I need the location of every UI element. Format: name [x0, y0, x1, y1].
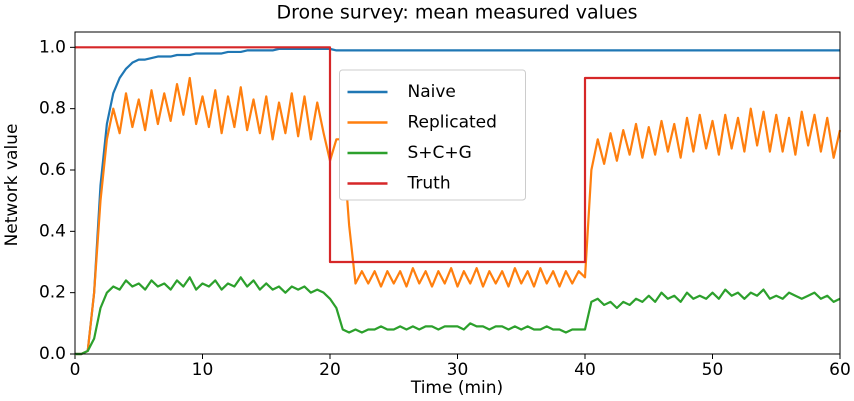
legend-label: Truth	[407, 174, 451, 194]
x-axis-label: Time (min)	[410, 378, 503, 398]
series-line	[75, 46, 840, 264]
legend: Naive Replicated S+C+G Truth	[339, 69, 526, 201]
y-tick-label: 0.2	[39, 283, 66, 303]
x-tick-label: 50	[702, 360, 724, 380]
y-tick-label: 1.0	[39, 37, 66, 57]
x-tick-label: 0	[70, 360, 81, 380]
y-tick-label: 0.4	[39, 221, 66, 241]
series-line	[75, 76, 842, 356]
x-tick-label: 40	[574, 360, 596, 380]
legend-box	[339, 69, 526, 201]
series-line	[75, 276, 841, 356]
x-tick-label: 60	[829, 360, 851, 380]
y-tick-label: 0.0	[39, 344, 66, 364]
chart-title: Drone survey: mean measured values	[276, 2, 637, 24]
x-tick-label: 20	[319, 360, 341, 380]
legend-label: S+C+G	[408, 143, 472, 163]
x-tick-label: 30	[447, 360, 469, 380]
y-tick-label: 0.6	[39, 160, 66, 180]
plot-frame	[74, 31, 841, 355]
y-axis-label: Network value	[2, 124, 22, 247]
legend-label: Replicated	[408, 113, 497, 133]
legend-label: Naive	[408, 82, 456, 102]
x-tick-label: 10	[192, 360, 214, 380]
y-tick-label: 0.8	[39, 99, 66, 119]
series-line	[75, 47, 840, 356]
